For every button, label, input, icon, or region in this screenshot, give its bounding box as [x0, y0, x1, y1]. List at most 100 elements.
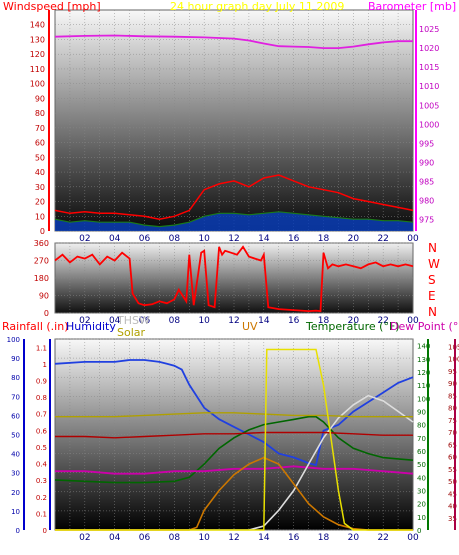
- x-tick-label: 18: [318, 234, 330, 244]
- barometer-tick-label: 995: [419, 139, 434, 148]
- dewpoint-tick-label: 70: [448, 429, 457, 437]
- barometer-line: [54, 34, 413, 49]
- temperature-tick-label: 60: [417, 448, 426, 456]
- dewpoint-line: [55, 465, 414, 475]
- x-tick-label: 14: [258, 533, 270, 543]
- wind-tick-label: 90: [35, 94, 45, 103]
- rain-tick-label: 0: [43, 527, 47, 535]
- x-tick-label: 18: [318, 316, 330, 326]
- temperature-tick-label: 70: [417, 435, 426, 443]
- dewpoint-tick-label: 90: [448, 380, 457, 388]
- uv-line: [55, 456, 413, 531]
- x-tick-label: 16: [288, 316, 300, 326]
- dewpoint-tick-label: 60: [448, 454, 457, 462]
- x-tick-label: 06: [139, 316, 151, 326]
- dewpoint-tick-label: 95: [448, 368, 457, 376]
- humidity-tick-label: 100: [7, 336, 20, 344]
- humidity-tick-label: 80: [11, 374, 20, 382]
- humidity-line: [54, 359, 414, 467]
- rain-tick-label: 0.4: [36, 461, 48, 469]
- humidity-label: Humidity: [66, 320, 116, 333]
- compass-n-bottom: N: [428, 305, 437, 319]
- x-tick-label: 08: [169, 234, 181, 244]
- wind-tick-label: 10: [35, 212, 45, 221]
- barometer-tick-label: 980: [419, 197, 434, 206]
- x-tick-label: 08: [169, 316, 181, 326]
- compass-w: W: [428, 257, 440, 271]
- rain-tick-label: 0.6: [36, 427, 48, 435]
- rain-tick-label: 0.7: [36, 411, 47, 419]
- direction-tick-label: 0: [44, 309, 49, 318]
- x-tick-label: 18: [318, 533, 330, 543]
- temperature-tick-label: 130: [417, 356, 430, 364]
- x-tick-label: 02: [79, 316, 90, 326]
- x-tick-label: 04: [109, 234, 121, 244]
- x-tick-label: 06: [139, 533, 151, 543]
- temperature-tick-label: 50: [417, 461, 426, 469]
- dewpoint-tick-label: 85: [448, 392, 457, 400]
- rain-tick-label: 0.2: [36, 494, 47, 502]
- x-tick-label: 20: [348, 533, 360, 543]
- humidity-tick-label: 60: [11, 412, 20, 420]
- humidity-tick-label: 10: [11, 508, 20, 516]
- x-tick-label: 22: [377, 533, 388, 543]
- wind-tick-label: 40: [35, 168, 45, 177]
- x-tick-label: 22: [377, 316, 388, 326]
- inside-temp-line: [55, 431, 413, 439]
- dewpoint-tick-label: 40: [448, 503, 457, 511]
- dewpoint-tick-label: 105: [448, 343, 459, 351]
- chart-title: 24 hour graph day July 11 2009: [170, 0, 344, 13]
- x-tick-label: 06: [139, 234, 151, 244]
- wind-tick-label: 110: [30, 65, 45, 74]
- wind-line: [54, 211, 414, 228]
- direction-panel-bg: [54, 242, 414, 314]
- temperature-tick-label: 90: [417, 408, 426, 416]
- barometer-tick-label: 1010: [419, 82, 439, 91]
- wind-tick-label: 50: [35, 153, 45, 162]
- temperature-tick-label: 120: [417, 369, 430, 377]
- x-tick-label: 10: [198, 533, 210, 543]
- x-tick-label: 02: [79, 234, 90, 244]
- wind-tick-label: 140: [30, 21, 45, 30]
- direction-tick-label: 360: [34, 239, 49, 248]
- x-tick-label: 12: [228, 316, 239, 326]
- rain-tick-label: 0.1: [36, 510, 47, 518]
- uv-label: UV: [242, 320, 258, 333]
- gust-line: [54, 174, 414, 220]
- x-tick-label: 10: [198, 234, 210, 244]
- rain-tick-label: 0.3: [36, 477, 47, 485]
- direction-tick-label: 90: [39, 292, 49, 301]
- dewpoint-tick-label: 50: [448, 478, 457, 486]
- temperature-tick-label: 20: [417, 501, 426, 509]
- humidity-tick-label: 90: [11, 355, 20, 363]
- temperature-tick-label: 100: [417, 395, 430, 403]
- humidity-tick-label: 40: [11, 451, 20, 459]
- humidity-tick-label: 0: [16, 527, 20, 535]
- x-tick-label: 02: [79, 533, 90, 543]
- direction-tick-label: 270: [34, 257, 49, 266]
- rain-tick-label: 0.9: [36, 378, 47, 386]
- barometer-tick-label: 1015: [419, 63, 439, 72]
- temperature-tick-label: 30: [417, 487, 426, 495]
- barometer-tick-label: 985: [419, 177, 434, 186]
- solar-radiation-line: [55, 348, 413, 531]
- compass-e: E: [428, 289, 436, 303]
- thsw-label: THSW: [116, 314, 150, 327]
- dewpoint-label: Dew Point (°F): [390, 320, 459, 333]
- wind-tick-label: 70: [35, 124, 45, 133]
- dewpoint-tick-label: 80: [448, 405, 457, 413]
- dewpoint-tick-label: 45: [448, 490, 457, 498]
- temperature-tick-label: 110: [417, 382, 430, 390]
- rain-tick-label: 1.1: [36, 344, 47, 352]
- wind-tick-label: 0: [40, 227, 45, 236]
- dewpoint-tick-label: 100: [448, 356, 459, 364]
- wind-tick-label: 120: [30, 50, 45, 59]
- x-tick-label: 14: [258, 234, 270, 244]
- x-tick-label: 12: [228, 533, 239, 543]
- dewpoint-tick-label: 75: [448, 417, 457, 425]
- barometer-tick-label: 1025: [419, 25, 439, 34]
- temperature-label: Temperature (°F): [305, 320, 400, 333]
- solar-label: Solar: [117, 326, 146, 339]
